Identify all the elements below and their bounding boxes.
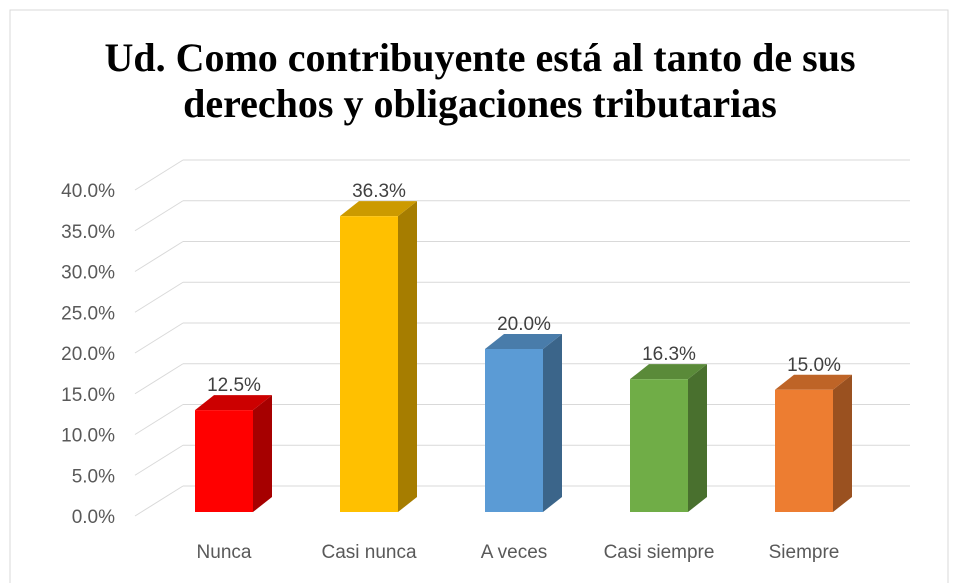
- bar-top: [485, 334, 562, 349]
- y-tick-label: 30.0%: [61, 263, 115, 284]
- bar-top: [195, 395, 272, 411]
- y-tick-label: 25.0%: [61, 303, 115, 324]
- chart-title: Ud. Como contribuyente está al tanto de …: [104, 35, 855, 80]
- x-tick-label: Casi nunca: [321, 542, 416, 563]
- data-label: 12.5%: [207, 375, 261, 396]
- data-label: 20.0%: [497, 314, 551, 335]
- bar-side: [398, 201, 417, 512]
- bar-top: [775, 374, 852, 390]
- bar: [195, 410, 253, 512]
- bar-side: [688, 364, 707, 512]
- x-tick-label: Casi siempre: [604, 542, 715, 563]
- bar: [630, 379, 688, 512]
- grid-line: [134, 404, 184, 435]
- data-label: 15.0%: [787, 355, 841, 376]
- bar: [485, 349, 543, 512]
- x-tick-label: A veces: [481, 542, 548, 563]
- data-label: 16.3%: [642, 344, 696, 365]
- bar: [340, 216, 398, 512]
- bar: [775, 389, 833, 512]
- chart-title: derechos y obligaciones tributarias: [183, 81, 777, 126]
- y-tick-label: 35.0%: [61, 222, 115, 243]
- bar-top: [340, 201, 417, 217]
- bar-top: [630, 364, 707, 380]
- y-tick-label: 0.0%: [72, 507, 115, 528]
- x-tick-label: Nunca: [197, 542, 252, 563]
- y-tick-label: 10.0%: [61, 426, 115, 447]
- y-tick-label: 15.0%: [61, 385, 115, 406]
- grid-line: [134, 363, 184, 395]
- bar-side: [833, 374, 852, 512]
- y-tick-label: 20.0%: [61, 344, 115, 365]
- grid-line: [134, 281, 184, 313]
- grid-line: [134, 159, 184, 191]
- grid-line: [134, 485, 184, 517]
- y-tick-label: 5.0%: [72, 466, 115, 487]
- grid-line: [134, 200, 184, 232]
- bar-side: [253, 395, 272, 512]
- bar-side: [543, 334, 562, 512]
- x-tick-label: Siempre: [769, 542, 840, 563]
- y-tick-label: 40.0%: [61, 181, 115, 202]
- data-label: 36.3%: [352, 181, 406, 202]
- grid-line: [134, 444, 184, 476]
- grid-line: [134, 322, 184, 354]
- grid-line: [134, 241, 184, 272]
